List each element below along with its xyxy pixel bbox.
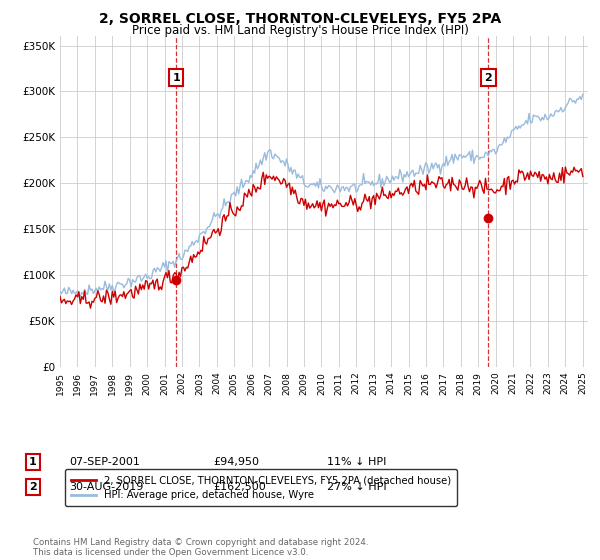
Text: 11% ↓ HPI: 11% ↓ HPI xyxy=(327,457,386,467)
Text: 2: 2 xyxy=(29,482,37,492)
Text: 2: 2 xyxy=(485,73,492,83)
Text: 27% ↓ HPI: 27% ↓ HPI xyxy=(327,482,386,492)
Text: 1: 1 xyxy=(29,457,37,467)
Text: 2, SORREL CLOSE, THORNTON-CLEVELEYS, FY5 2PA: 2, SORREL CLOSE, THORNTON-CLEVELEYS, FY5… xyxy=(99,12,501,26)
Text: 30-AUG-2019: 30-AUG-2019 xyxy=(69,482,143,492)
Text: £94,950: £94,950 xyxy=(213,457,259,467)
Text: 07-SEP-2001: 07-SEP-2001 xyxy=(69,457,140,467)
Legend: 2, SORREL CLOSE, THORNTON-CLEVELEYS, FY5 2PA (detached house), HPI: Average pric: 2, SORREL CLOSE, THORNTON-CLEVELEYS, FY5… xyxy=(65,469,457,506)
Text: £162,500: £162,500 xyxy=(213,482,266,492)
Text: 1: 1 xyxy=(172,73,180,83)
Text: Price paid vs. HM Land Registry's House Price Index (HPI): Price paid vs. HM Land Registry's House … xyxy=(131,24,469,37)
Text: Contains HM Land Registry data © Crown copyright and database right 2024.
This d: Contains HM Land Registry data © Crown c… xyxy=(33,538,368,557)
